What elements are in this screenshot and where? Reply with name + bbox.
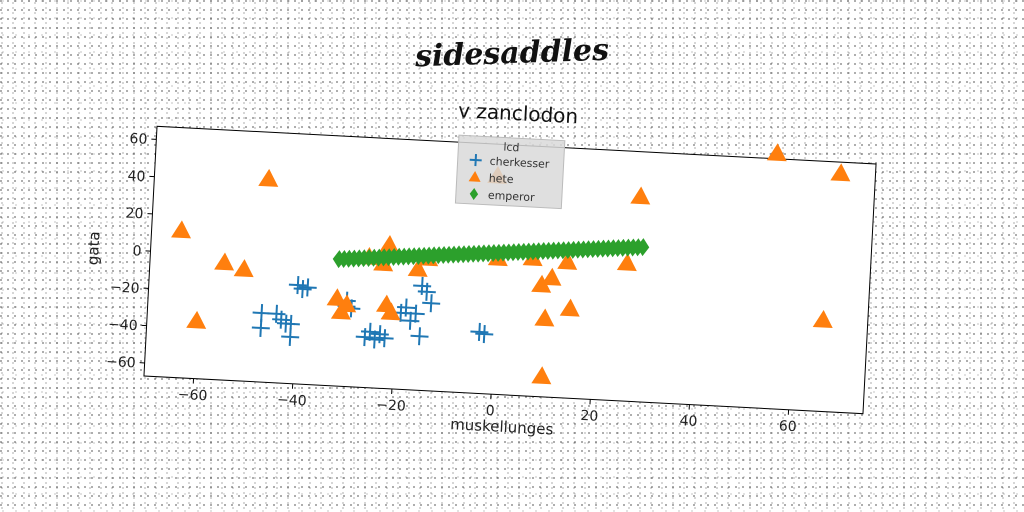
plus-marker: [281, 314, 300, 333]
triangle-marker: [468, 171, 481, 182]
legend-item: cherkesser: [469, 154, 550, 171]
triangle-marker: [531, 274, 552, 293]
triangle-marker: [380, 302, 401, 321]
x-tick-label: 20: [580, 408, 599, 425]
y-tick-label: −60: [106, 354, 136, 372]
triangle-marker: [616, 253, 637, 272]
triangle-marker: [630, 186, 651, 205]
plus-marker: [370, 325, 389, 344]
plus-marker: [422, 294, 441, 313]
plus-marker: [469, 154, 482, 167]
triangle-marker: [812, 310, 833, 329]
plus-marker: [288, 275, 307, 295]
triangle-marker: [171, 220, 192, 239]
plus-marker: [298, 278, 317, 297]
y-tick-label: 0: [132, 243, 142, 259]
y-axis-label: gata: [84, 231, 104, 266]
plus-marker: [360, 322, 380, 341]
triangle-marker: [186, 310, 207, 329]
x-tick-label: 60: [778, 418, 797, 435]
plus-marker: [475, 324, 494, 344]
x-axis-label: muskellunges: [450, 415, 554, 438]
triangle-marker: [233, 259, 254, 278]
plus-marker: [251, 318, 270, 337]
legend-label: hete: [488, 172, 514, 186]
legend-title: lcd: [503, 140, 520, 154]
plus-marker: [272, 310, 291, 329]
triangle-marker: [531, 366, 552, 385]
triangle-marker: [559, 298, 580, 317]
plus-marker: [397, 298, 416, 317]
x-tick-label: −20: [376, 397, 406, 415]
y-tick-label: 60: [129, 131, 148, 148]
y-tick-label: −40: [108, 317, 138, 335]
data-markers: [171, 143, 851, 385]
diamond-marker: [469, 188, 479, 200]
legend-box: [454, 134, 566, 210]
legend-item: emperor: [469, 188, 535, 204]
y-tick-label: −20: [110, 279, 140, 297]
triangle-marker: [214, 252, 235, 271]
triangle-marker: [336, 294, 357, 313]
plus-marker: [470, 322, 489, 341]
x-tick-label: 0: [485, 403, 495, 419]
triangle-marker: [830, 163, 851, 182]
y-tick-label: 40: [127, 168, 146, 185]
triangle-marker: [766, 143, 787, 162]
triangle-marker: [557, 251, 578, 270]
diamond-marker: [636, 238, 650, 257]
triangle-marker: [326, 288, 347, 307]
triangle-marker: [541, 267, 562, 286]
x-tick-label: −60: [177, 387, 207, 405]
series-emperor: [332, 238, 650, 269]
triangle-marker: [534, 308, 555, 327]
x-tick-label: −40: [277, 392, 307, 410]
plus-marker: [401, 311, 420, 330]
x-axis: −60 −40 −20 0 20 40 60: [177, 378, 797, 435]
y-tick-label: 20: [125, 206, 144, 223]
plus-marker: [410, 327, 429, 346]
y-axis: −60 −40 −20 0 20 40 60: [106, 131, 157, 372]
x-tick-label: 40: [679, 413, 698, 430]
plus-marker: [293, 279, 312, 299]
legend-item: hete: [468, 171, 514, 186]
chart-title: v zanclodon: [458, 98, 579, 128]
plus-marker: [417, 282, 436, 301]
plus-marker: [406, 304, 425, 323]
chart-group: v zanclodon −60 −40 −20 0 20 40 60 −60 −40 −20 0 2…: [84, 98, 877, 438]
triangle-marker: [258, 168, 279, 187]
legend-label: emperor: [488, 189, 536, 204]
triangle-marker: [407, 258, 428, 277]
plus-marker: [375, 329, 394, 348]
legend-label: cherkesser: [489, 155, 550, 171]
